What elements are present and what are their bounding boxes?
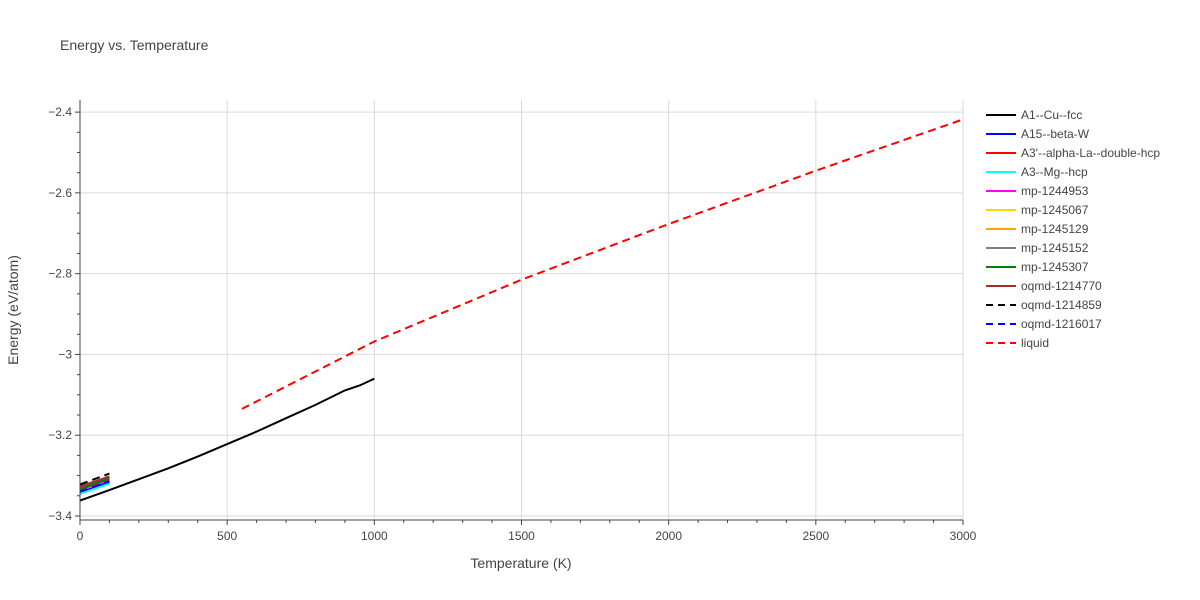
legend-item[interactable]: oqmd-1214859 bbox=[986, 298, 1102, 312]
legend-label: A3'--alpha-La--double-hcp bbox=[1021, 146, 1160, 160]
series-line-oqmd-1214859 bbox=[79, 472, 110, 486]
legend-label: oqmd-1214770 bbox=[1021, 279, 1102, 293]
legend-item[interactable]: mp-1245129 bbox=[986, 222, 1089, 236]
series-line-A3--Mg--hcp bbox=[79, 482, 110, 495]
grid-lines bbox=[80, 100, 964, 520]
y-tick-label: −3 bbox=[58, 347, 72, 361]
legend-item[interactable]: A15--beta-W bbox=[986, 127, 1090, 141]
x-tick-label: 3000 bbox=[950, 529, 977, 543]
legend-label: A15--beta-W bbox=[1021, 127, 1090, 141]
x-tick-label: 500 bbox=[217, 529, 237, 543]
legend-label: mp-1245067 bbox=[1021, 203, 1089, 217]
legend-label: oqmd-1216017 bbox=[1021, 317, 1102, 331]
legend-item[interactable]: A1--Cu--fcc bbox=[986, 108, 1082, 122]
y-tick-label: −2.8 bbox=[48, 267, 72, 281]
tick-labels: 0 500 1000 1500 2000 2500 3000 −3.4 −3.2 −3 −2.8 −2… bbox=[48, 105, 976, 543]
x-tick-label: 0 bbox=[77, 529, 84, 543]
x-tick-label: 2500 bbox=[802, 529, 829, 543]
y-axis-title: Energy (eV/atom) bbox=[5, 255, 21, 365]
legend-label: A1--Cu--fcc bbox=[1021, 108, 1082, 122]
x-axis-title: Temperature (K) bbox=[470, 555, 571, 571]
series-line-mp-1245307 bbox=[79, 477, 110, 490]
legend-item[interactable]: mp-1245152 bbox=[986, 241, 1089, 255]
series-line-A1--Cu--fcc bbox=[79, 377, 375, 502]
legend-label: mp-1245307 bbox=[1021, 260, 1089, 274]
legend-item[interactable]: oqmd-1216017 bbox=[986, 317, 1102, 331]
legend-label: mp-1245152 bbox=[1021, 241, 1089, 255]
legend-item[interactable]: A3--Mg--hcp bbox=[986, 165, 1088, 179]
series-line-oqmd-1214770 bbox=[79, 475, 110, 488]
legend[interactable]: A1--Cu--fcc A15--beta-W A3'--alpha-La--dou… bbox=[986, 108, 1160, 350]
legend-item[interactable]: mp-1244953 bbox=[986, 184, 1089, 198]
legend-item[interactable]: mp-1245307 bbox=[986, 260, 1089, 274]
series-line-liquid bbox=[241, 118, 964, 410]
x-tick-label: 1000 bbox=[361, 529, 388, 543]
chart-title: Energy vs. Temperature bbox=[60, 37, 209, 53]
y-tick-label: −2.6 bbox=[48, 186, 72, 200]
series-lines bbox=[79, 118, 964, 502]
legend-label: mp-1245129 bbox=[1021, 222, 1089, 236]
x-tick-label: 2000 bbox=[655, 529, 682, 543]
legend-item[interactable]: mp-1245067 bbox=[986, 203, 1089, 217]
legend-label: mp-1244953 bbox=[1021, 184, 1089, 198]
y-tick-label: −3.4 bbox=[48, 509, 72, 523]
legend-item[interactable]: liquid bbox=[986, 336, 1049, 350]
legend-label: oqmd-1214859 bbox=[1021, 298, 1102, 312]
legend-label: A3--Mg--hcp bbox=[1021, 165, 1088, 179]
y-tick-label: −2.4 bbox=[48, 105, 72, 119]
series-line-oqmd-1216017 bbox=[79, 480, 110, 493]
x-tick-label: 1500 bbox=[508, 529, 535, 543]
legend-item[interactable]: A3'--alpha-La--double-hcp bbox=[986, 146, 1160, 160]
axes bbox=[75, 100, 964, 525]
legend-item[interactable]: oqmd-1214770 bbox=[986, 279, 1102, 293]
legend-label: liquid bbox=[1021, 336, 1049, 350]
y-tick-label: −3.2 bbox=[48, 428, 72, 442]
